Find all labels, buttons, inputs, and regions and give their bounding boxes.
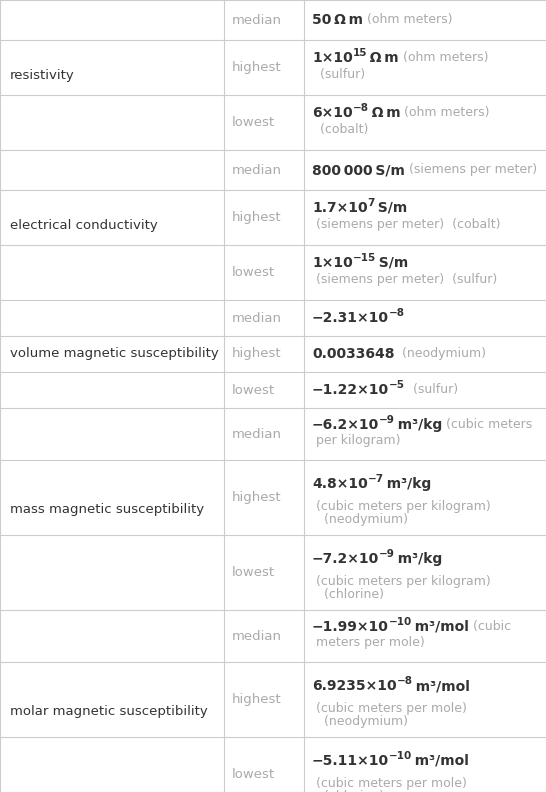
Text: 6×10: 6×10 <box>312 105 353 120</box>
Text: median: median <box>232 13 282 26</box>
Text: highest: highest <box>232 693 282 706</box>
Text: resistivity: resistivity <box>10 68 75 82</box>
Text: electrical conductivity: electrical conductivity <box>10 219 158 231</box>
Text: 800 000 S/m: 800 000 S/m <box>312 163 405 177</box>
Text: molar magnetic susceptibility: molar magnetic susceptibility <box>10 705 207 718</box>
Text: −5: −5 <box>389 380 405 390</box>
Text: −8: −8 <box>396 676 413 686</box>
Text: m³/mol: m³/mol <box>412 619 469 634</box>
Text: m³/kg: m³/kg <box>395 417 442 432</box>
Text: (cubic: (cubic <box>469 620 511 633</box>
Text: per kilogram): per kilogram) <box>316 434 401 447</box>
Text: m³/kg: m³/kg <box>384 477 431 491</box>
Text: −1.99×10: −1.99×10 <box>312 619 389 634</box>
Text: highest: highest <box>232 491 282 504</box>
Text: −15: −15 <box>353 253 376 263</box>
Text: lowest: lowest <box>232 266 275 279</box>
Text: (cubic meters per kilogram): (cubic meters per kilogram) <box>316 500 491 513</box>
Text: −5.11×10: −5.11×10 <box>312 754 389 768</box>
Text: lowest: lowest <box>232 768 275 781</box>
Text: −10: −10 <box>389 751 412 761</box>
Text: highest: highest <box>232 211 282 224</box>
Text: (cubic meters per mole): (cubic meters per mole) <box>316 702 467 715</box>
Text: −7: −7 <box>368 474 384 484</box>
Text: 50 Ω m: 50 Ω m <box>312 13 363 27</box>
Text: (ohm meters): (ohm meters) <box>363 13 453 26</box>
Text: (cubic meters: (cubic meters <box>442 418 533 431</box>
Text: 1×10: 1×10 <box>312 51 353 65</box>
Text: (ohm meters): (ohm meters) <box>399 51 488 64</box>
Text: 0.0033648: 0.0033648 <box>312 347 395 361</box>
Text: S/m: S/m <box>375 200 407 215</box>
Text: (cubic meters per kilogram): (cubic meters per kilogram) <box>316 575 491 588</box>
Text: 7: 7 <box>367 197 375 208</box>
Text: (siemens per meter)  (cobalt): (siemens per meter) (cobalt) <box>316 218 501 230</box>
Text: −1.22×10: −1.22×10 <box>312 383 389 397</box>
Text: volume magnetic susceptibility: volume magnetic susceptibility <box>10 348 219 360</box>
Text: −8: −8 <box>353 103 369 112</box>
Text: lowest: lowest <box>232 116 275 129</box>
Text: (neodymium): (neodymium) <box>316 715 408 728</box>
Text: (neodymium): (neodymium) <box>316 513 408 526</box>
Text: −9: −9 <box>379 549 395 559</box>
Text: median: median <box>232 428 282 440</box>
Text: −8: −8 <box>389 308 405 318</box>
Text: (siemens per meter)  (sulfur): (siemens per meter) (sulfur) <box>316 272 497 286</box>
Text: 4.8×10: 4.8×10 <box>312 477 368 491</box>
Text: 1×10: 1×10 <box>312 256 353 269</box>
Text: Ω m: Ω m <box>369 105 400 120</box>
Text: (cobalt): (cobalt) <box>316 123 369 135</box>
Text: (cubic meters per mole): (cubic meters per mole) <box>316 777 467 790</box>
Text: −9: −9 <box>379 415 395 425</box>
Text: (chlorine): (chlorine) <box>316 588 384 601</box>
Text: median: median <box>232 311 282 325</box>
Text: median: median <box>232 163 282 177</box>
Text: S/m: S/m <box>376 256 408 269</box>
Text: −10: −10 <box>389 617 412 626</box>
Text: −2.31×10: −2.31×10 <box>312 311 389 325</box>
Text: median: median <box>232 630 282 642</box>
Text: Ω m: Ω m <box>367 51 399 65</box>
Text: 15: 15 <box>353 48 367 58</box>
Text: meters per mole): meters per mole) <box>316 636 425 649</box>
Text: (chlorine): (chlorine) <box>316 790 384 792</box>
Text: highest: highest <box>232 61 282 74</box>
Text: highest: highest <box>232 348 282 360</box>
Text: mass magnetic susceptibility: mass magnetic susceptibility <box>10 502 204 516</box>
Text: (sulfur): (sulfur) <box>316 67 365 81</box>
Text: (siemens per meter): (siemens per meter) <box>405 163 537 177</box>
Text: lowest: lowest <box>232 566 275 579</box>
Text: −6.2×10: −6.2×10 <box>312 417 379 432</box>
Text: −7.2×10: −7.2×10 <box>312 552 379 566</box>
Text: m³/mol: m³/mol <box>412 754 469 768</box>
Text: (sulfur): (sulfur) <box>405 383 458 397</box>
Text: (ohm meters): (ohm meters) <box>400 106 490 119</box>
Text: lowest: lowest <box>232 383 275 397</box>
Text: m³/mol: m³/mol <box>413 679 470 693</box>
Text: m³/kg: m³/kg <box>395 552 442 566</box>
Text: 1.7×10: 1.7×10 <box>312 200 367 215</box>
Text: 6.9235×10: 6.9235×10 <box>312 679 396 693</box>
Text: (neodymium): (neodymium) <box>395 348 486 360</box>
